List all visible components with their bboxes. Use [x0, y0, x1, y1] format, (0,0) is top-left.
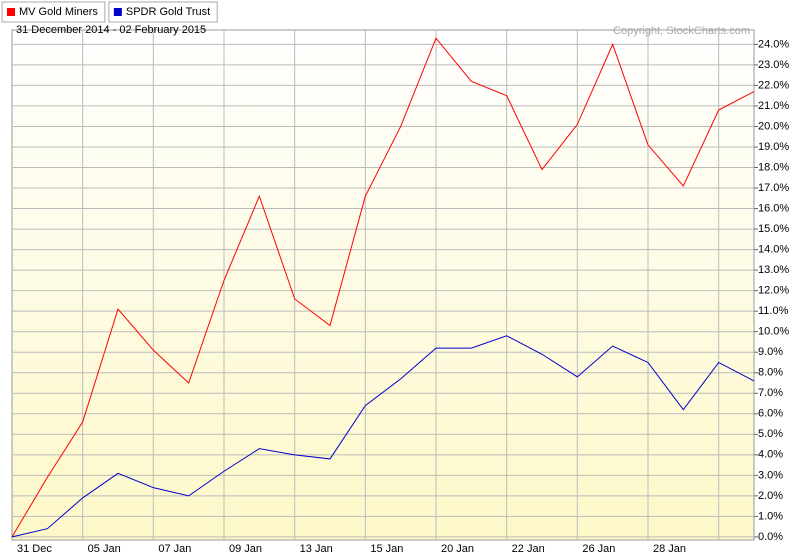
legend-label: SPDR Gold Trust: [126, 6, 210, 18]
copyright: Copyright, StockCharts.com: [613, 25, 750, 37]
y-tick-label: 18.0%: [758, 161, 789, 173]
y-tick-label: 16.0%: [758, 202, 789, 214]
legend-box: [1, 1, 106, 23]
y-tick-label: 10.0%: [758, 326, 789, 338]
plot-background: [12, 30, 754, 540]
legend-swatch: [113, 8, 122, 16]
legend-label: MV Gold Miners: [19, 6, 98, 18]
y-tick-label: 12.0%: [758, 285, 789, 297]
y-tick-label: 0.0%: [758, 531, 783, 543]
x-tick-label: 26 Jan: [582, 543, 615, 555]
y-tick-label: 22.0%: [758, 79, 789, 91]
legend-swatch: [7, 8, 15, 16]
x-tick-label: 22 Jan: [512, 543, 545, 555]
y-tick-label: 23.0%: [758, 59, 789, 71]
legend-item: MV Gold Miners: [1, 1, 106, 23]
x-tick-label: 15 Jan: [370, 543, 403, 555]
x-tick-label: 28 Jan: [653, 543, 686, 555]
x-tick-label: 31 Dec: [17, 543, 52, 555]
x-tick-label: 07 Jan: [158, 543, 191, 555]
y-tick-label: 14.0%: [758, 244, 789, 256]
y-tick-label: 3.0%: [758, 469, 783, 481]
x-tick-label: 09 Jan: [229, 543, 262, 555]
x-tick-label: 20 Jan: [441, 543, 474, 555]
y-tick-label: 17.0%: [758, 182, 789, 194]
y-tick-label: 1.0%: [758, 510, 783, 522]
y-tick-label: 5.0%: [758, 428, 783, 440]
y-tick-label: 21.0%: [758, 100, 789, 112]
chart-title: 31 December 2014 - 02 February 2015: [16, 24, 206, 36]
y-tick-label: 4.0%: [758, 449, 783, 461]
y-tick-label: 2.0%: [758, 490, 783, 502]
plot-border: [11, 29, 755, 541]
y-tick-label: 20.0%: [758, 120, 789, 132]
y-tick-label: 19.0%: [758, 141, 789, 153]
legend-item: SPDR Gold Trust: [108, 1, 218, 23]
y-tick-label: 13.0%: [758, 264, 789, 276]
y-tick-label: 15.0%: [758, 223, 789, 235]
y-tick-label: 6.0%: [758, 408, 783, 420]
series-line: [11, 335, 755, 538]
legend-box: [108, 1, 218, 23]
y-tick-label: 8.0%: [758, 367, 783, 379]
y-tick-label: 9.0%: [758, 346, 783, 358]
x-tick-label: 13 Jan: [300, 543, 333, 555]
y-tick-label: 7.0%: [758, 387, 783, 399]
y-tick-label: 11.0%: [758, 305, 789, 317]
series-line: [11, 37, 755, 538]
y-tick-label: 24.0%: [758, 38, 789, 50]
x-tick-label: 05 Jan: [88, 543, 121, 555]
